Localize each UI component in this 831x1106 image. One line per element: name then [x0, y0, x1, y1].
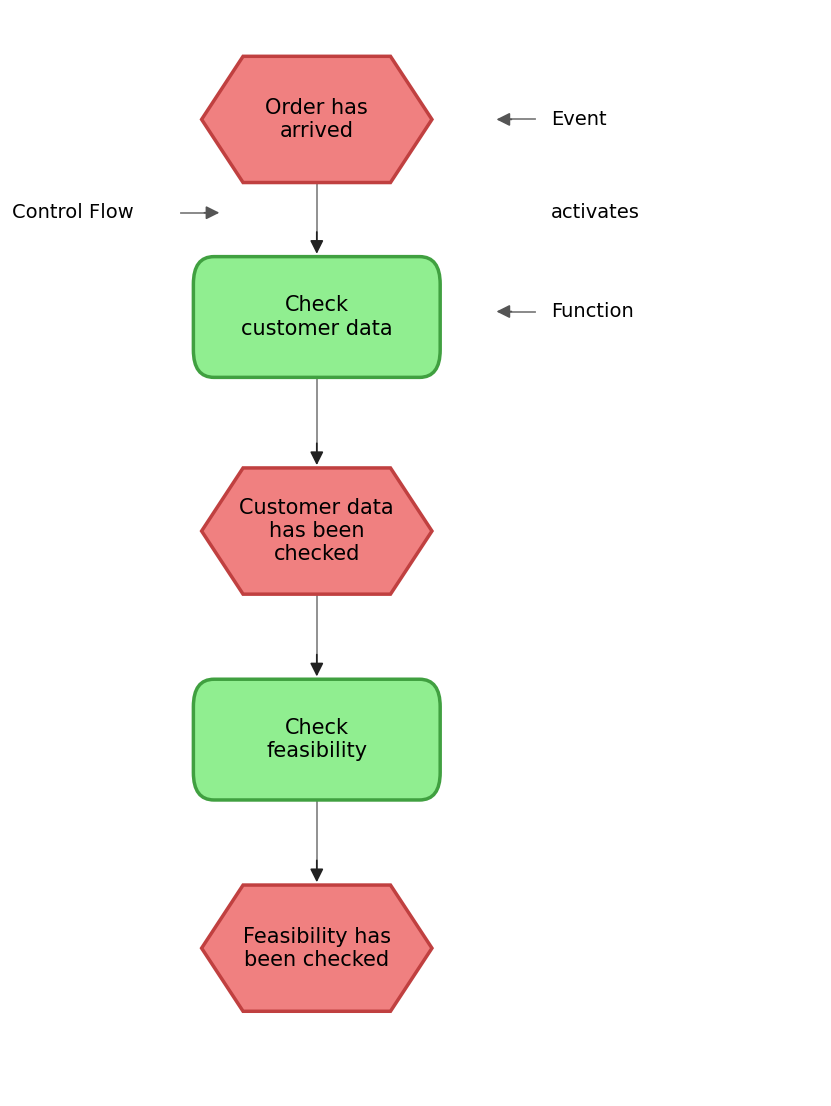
FancyBboxPatch shape [194, 257, 440, 377]
Text: Order has
arrived: Order has arrived [265, 97, 368, 142]
Polygon shape [202, 56, 432, 182]
Polygon shape [202, 885, 432, 1011]
Text: Function: Function [551, 302, 634, 321]
Text: activates: activates [551, 204, 640, 222]
Text: Event: Event [551, 109, 607, 129]
Text: Feasibility has
been checked: Feasibility has been checked [243, 927, 391, 970]
Text: Customer data
has been
checked: Customer data has been checked [239, 498, 394, 564]
Text: Check
customer data: Check customer data [241, 295, 392, 338]
Text: Check
feasibility: Check feasibility [266, 718, 367, 761]
FancyBboxPatch shape [194, 679, 440, 800]
Text: Control Flow: Control Flow [12, 204, 134, 222]
Polygon shape [202, 468, 432, 594]
